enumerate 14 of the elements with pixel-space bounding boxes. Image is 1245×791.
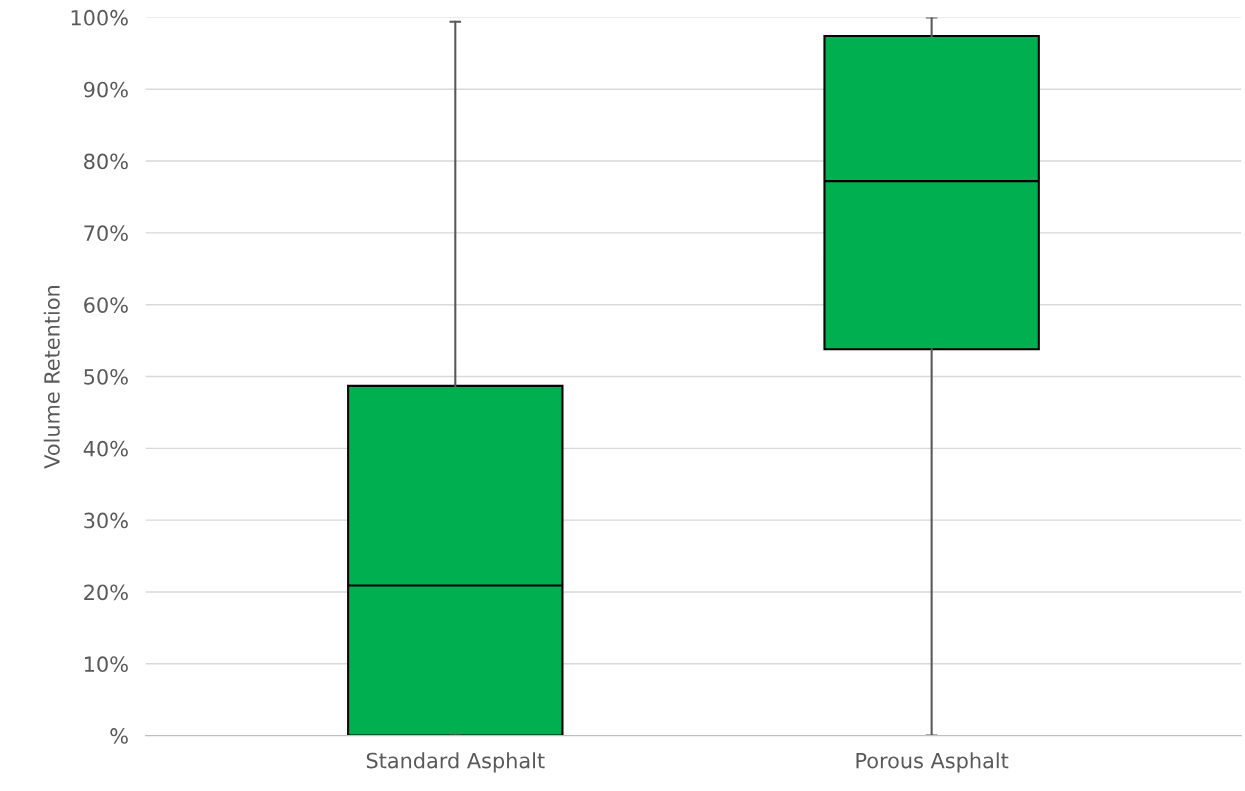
x-tick-label: Standard Asphalt <box>366 752 545 773</box>
y-tick-label: 80% <box>84 153 128 170</box>
y-tick-label: 100% <box>71 9 128 26</box>
x-tick-label: Porous Asphalt <box>856 752 1009 773</box>
y-tick-label: % <box>110 728 128 744</box>
y-tick-label: 90% <box>84 81 128 98</box>
y-tick-label: 10% <box>84 656 128 673</box>
y-tick-label: 60% <box>84 297 128 313</box>
y-axis-title: Volume Retention <box>43 286 60 469</box>
y-tick-label: 30% <box>84 512 128 529</box>
y-tick-label: 50% <box>84 368 128 385</box>
y-tick-label: 20% <box>84 584 128 601</box>
y-tick-label: 70% <box>84 225 128 242</box>
y-tick-label: 40% <box>83 440 128 457</box>
